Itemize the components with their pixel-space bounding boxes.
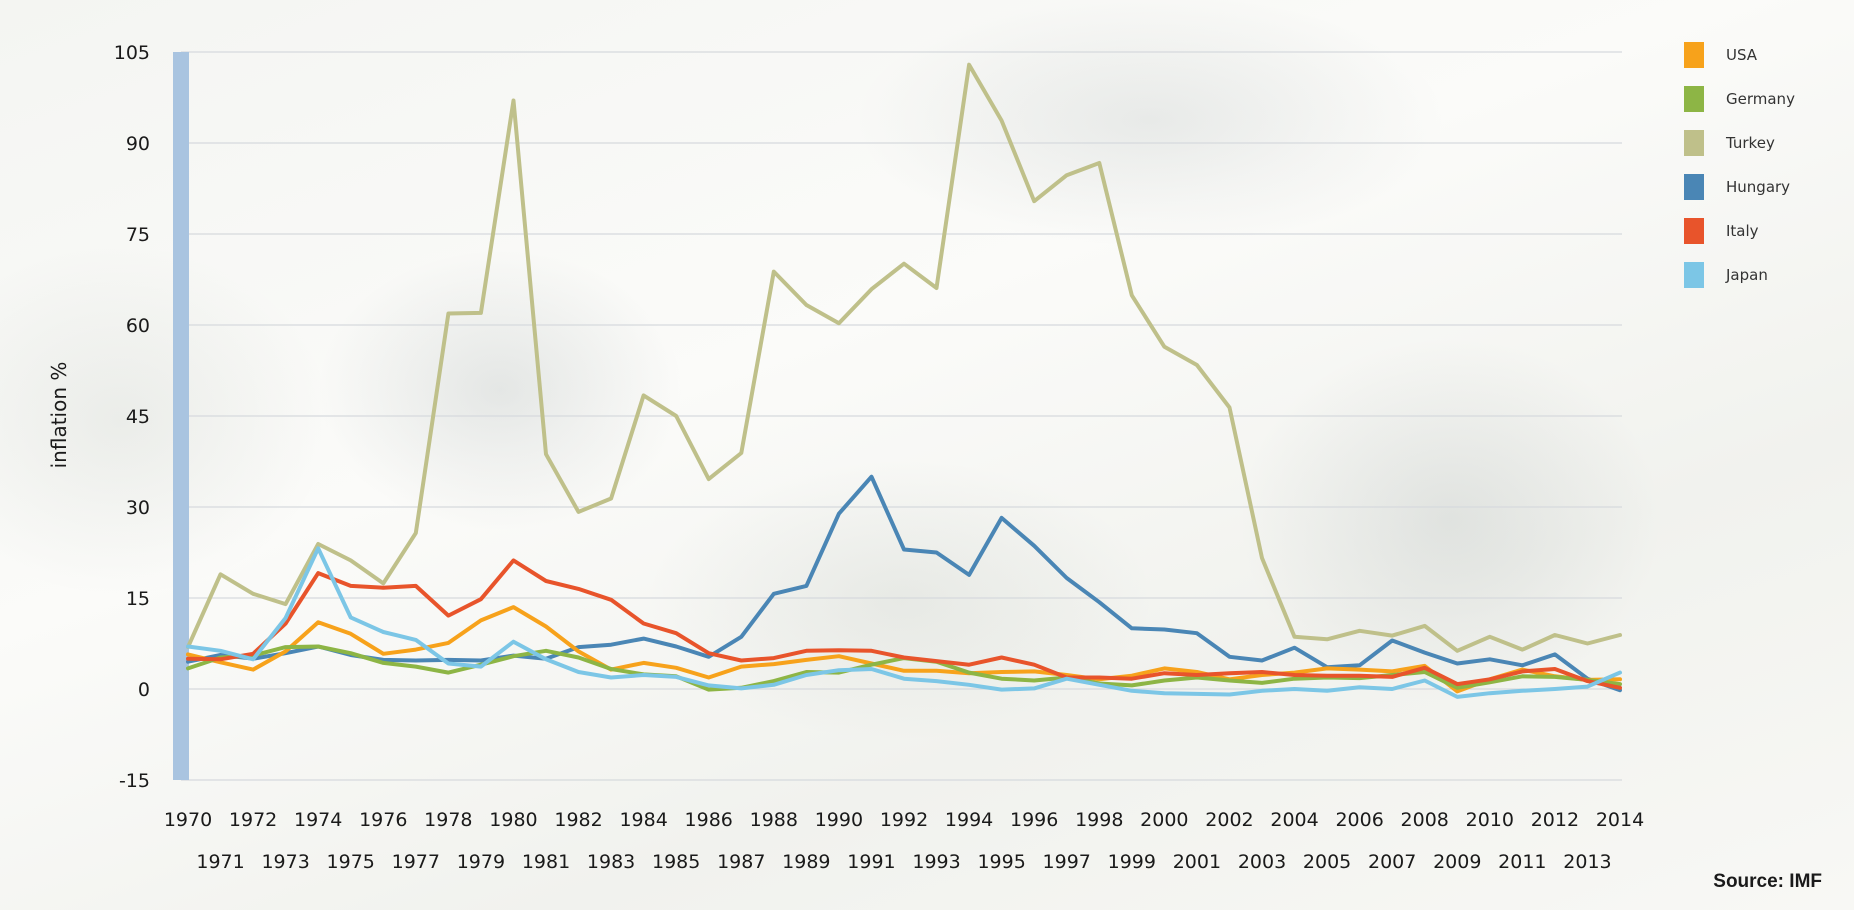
x-tick-label: 1990 [815,809,863,831]
y-tick-label: 0 [138,679,150,701]
series-lines [186,62,1622,699]
y-tick-label: 45 [126,406,150,428]
x-tick-label: 1983 [587,851,635,873]
legend-label-italy: Italy [1726,222,1759,240]
x-tick-label: 2010 [1466,809,1514,831]
x-tick-label: 1982 [554,809,602,831]
legend-label-germany: Germany [1726,90,1795,108]
x-tick-label: 2014 [1596,809,1644,831]
legend-label-japan: Japan [1725,266,1768,284]
y-tick-label: 15 [126,588,150,610]
x-tick-label: 2005 [1303,851,1351,873]
x-tick-label: 1986 [685,809,733,831]
x-tick-label: 2003 [1238,851,1286,873]
x-tick-label: 1993 [912,851,960,873]
y-tick-label: 60 [126,315,150,337]
series-line-turkey [186,62,1622,653]
series-line-italy [186,558,1622,690]
y-axis-label: inflation % [47,362,71,469]
x-tick-label: 1992 [880,809,928,831]
series-line-hungary [186,474,1622,693]
source-note: Source: IMF [1713,871,1822,892]
legend-swatch-japan [1684,262,1704,288]
x-tick-label: 1987 [717,851,765,873]
series-line-japan [186,546,1622,699]
x-tick-label: 1974 [294,809,342,831]
x-tick-label: 2000 [1140,809,1188,831]
x-tick-label: 2013 [1563,851,1611,873]
x-tick-label: 1997 [1043,851,1091,873]
y-tick-label: 75 [126,224,150,246]
y-tick-label: 105 [114,42,150,64]
x-tick-label: 1998 [1075,809,1123,831]
x-tick-label: 1975 [327,851,375,873]
x-tick-label: 2011 [1498,851,1546,873]
x-tick-label: 2009 [1433,851,1481,873]
x-tick-label: 1981 [522,851,570,873]
x-tick-label: 2006 [1335,809,1383,831]
x-tick-label: 1973 [261,851,309,873]
legend-swatch-germany [1684,86,1704,112]
legend-label-usa: USA [1726,46,1758,64]
x-tick-label: 2002 [1205,809,1253,831]
x-tick-label: 1980 [489,809,537,831]
x-tick-label: 1984 [619,809,667,831]
x-tick-label: 1979 [457,851,505,873]
x-tick-label: 2004 [1270,809,1318,831]
legend: USA Germany Turkey Hungary Italy Japan [1684,42,1795,288]
legend-swatch-italy [1684,218,1704,244]
legend-label-hungary: Hungary [1726,178,1790,196]
x-tick-label: 1971 [196,851,244,873]
y-axis-bar [173,52,189,780]
y-tick-label: 30 [126,497,150,519]
x-tick-label: 1994 [945,809,993,831]
x-tick-label: 1989 [782,851,830,873]
y-tick-labels: -15 0 15 30 45 60 75 90 105 [114,42,150,792]
x-tick-label: 1999 [1108,851,1156,873]
x-tick-label: 1978 [424,809,472,831]
x-tick-label: 2001 [1173,851,1221,873]
x-tick-label: 1985 [652,851,700,873]
legend-swatch-turkey [1684,130,1704,156]
y-tick-label: 90 [126,133,150,155]
x-tick-label: 1972 [229,809,277,831]
x-tick-label: 2008 [1401,809,1449,831]
x-tick-labels: 1970 1971 1972 1973 1974 1975 1976 1977 1978 1979… [164,809,1644,873]
x-tick-label: 1995 [977,851,1025,873]
x-tick-label: 1996 [1010,809,1058,831]
x-tick-label: 1970 [164,809,212,831]
x-tick-label: 2007 [1368,851,1416,873]
x-tick-label: 2012 [1531,809,1579,831]
y-tick-label: -15 [119,770,150,792]
legend-swatch-hungary [1684,174,1704,200]
x-tick-label: 1976 [359,809,407,831]
x-tick-label: 1977 [392,851,440,873]
legend-label-turkey: Turkey [1725,134,1775,152]
x-tick-label: 1988 [750,809,798,831]
legend-swatch-usa [1684,42,1704,68]
x-tick-label: 1991 [847,851,895,873]
